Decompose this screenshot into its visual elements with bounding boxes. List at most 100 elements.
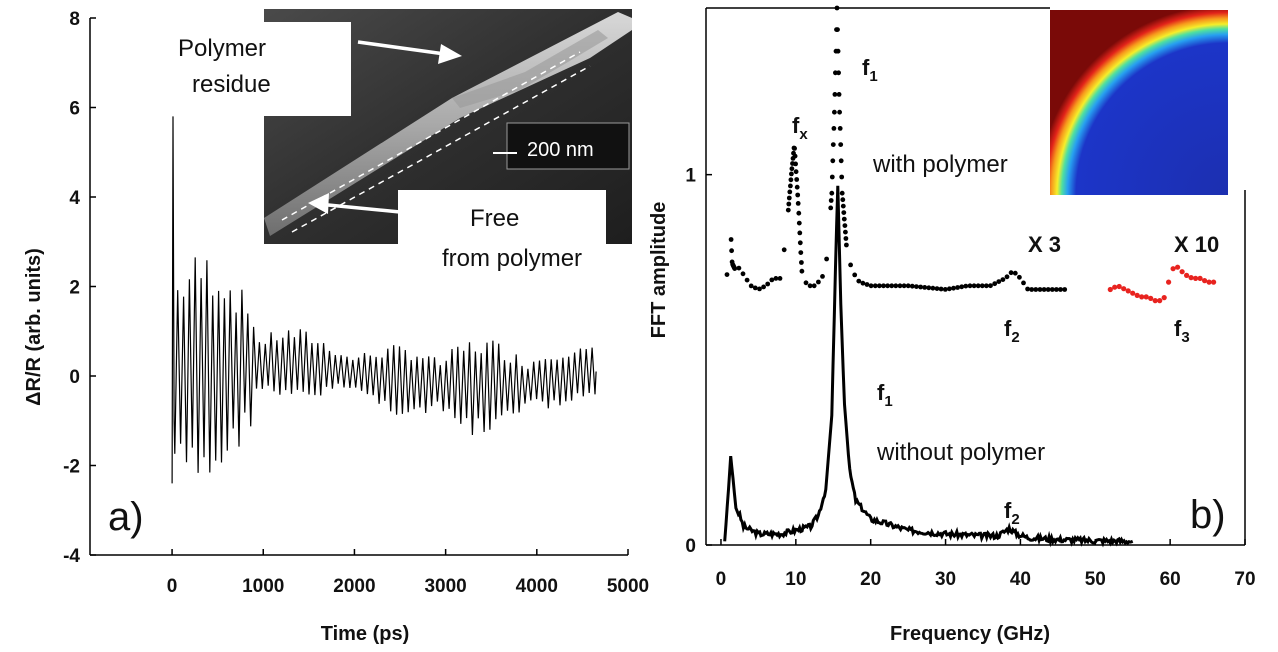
data-point (1037, 287, 1043, 292)
data-point (796, 210, 802, 216)
panel-a-x-tick-label: 3000 (424, 576, 466, 597)
data-point (1202, 278, 1208, 284)
data-point (836, 92, 842, 97)
panel-b-x-tick-label: 30 (935, 569, 956, 590)
panel-b-y-tick-label: 1 (685, 166, 696, 187)
data-point (1112, 284, 1118, 290)
data-point (1049, 287, 1055, 292)
data-point (789, 166, 795, 172)
data-point (1188, 275, 1194, 281)
data-point (744, 277, 750, 283)
data-point (1152, 298, 1158, 304)
data-point (765, 281, 771, 287)
data-point (824, 256, 829, 262)
data-point (992, 281, 998, 287)
panel-a-y-tick-label: 6 (69, 99, 80, 120)
data-point (792, 146, 797, 151)
annotation-without-polymer: without polymer (876, 439, 1045, 466)
data-point (781, 247, 787, 253)
panel-a-x-tick-label: 2000 (333, 576, 375, 597)
panel-b: 01 0 10 20 30 40 50 60 70 FFT amplitude Frequen… (648, 5, 1256, 645)
panel-a-y-tick-label: 4 (69, 188, 80, 209)
data-point (1130, 290, 1136, 296)
wire-outline-dashes (281, 51, 591, 233)
data-point (799, 260, 804, 265)
data-point (934, 286, 940, 291)
data-point (877, 283, 882, 289)
data-point (872, 283, 878, 289)
data-point (792, 153, 798, 159)
panel-b-y-ticks: 01 (685, 166, 712, 557)
panel-a-y-tick-label: -2 (63, 457, 80, 478)
data-point (930, 285, 936, 291)
panel-a-y-tick-label: 2 (69, 278, 80, 299)
scale-bar-box (506, 122, 630, 170)
data-point (1025, 286, 1030, 292)
data-point (777, 276, 783, 281)
data-point (1206, 279, 1212, 285)
data-point (1161, 295, 1167, 301)
data-point (942, 287, 948, 292)
data-point (830, 158, 836, 164)
data-point (807, 283, 813, 289)
panel-a-x-tick-label: 4000 (516, 576, 558, 597)
data-point (830, 142, 836, 148)
data-point (796, 220, 802, 226)
arrow-polymer-residue-shaft (357, 40, 453, 57)
annotation-f2-bottom: f2 (1004, 498, 1020, 528)
data-point (1139, 294, 1145, 300)
data-point (1054, 287, 1059, 292)
panel-b-x-tick-label: 10 (785, 569, 806, 590)
panel-b-x-tick-label: 0 (716, 569, 727, 590)
annotation-with-polymer: with polymer (872, 151, 1008, 178)
data-point (1004, 274, 1010, 280)
data-point (864, 282, 870, 287)
arrow-polymer-residue-head (438, 44, 462, 64)
panel-b-x-tick-label: 70 (1234, 569, 1255, 590)
data-point (795, 201, 801, 206)
data-point (829, 174, 835, 180)
series-with-polymer-dots (724, 5, 1068, 292)
mode-shape-image (1050, 10, 1228, 195)
data-point (799, 268, 805, 274)
data-point (1184, 272, 1190, 278)
data-point (1012, 270, 1018, 276)
panel-b-x-label: Frequency (GHz) (890, 623, 1050, 645)
data-point (797, 230, 803, 236)
data-point (951, 285, 956, 291)
data-point (803, 280, 809, 286)
data-point (860, 280, 866, 286)
panel-a-x-tick-label: 0 (167, 576, 178, 597)
data-point (984, 283, 989, 289)
data-point (757, 286, 762, 292)
annotation-x10: X 10 (1174, 232, 1219, 257)
data-point (840, 203, 846, 209)
data-point (843, 229, 848, 235)
label-polymer: Polymer (178, 35, 266, 62)
data-point (797, 240, 803, 246)
data-point (1008, 270, 1014, 276)
label-box-free-from-polymer (398, 190, 606, 286)
series-without-polymer-line (723, 185, 1134, 548)
panel-a-y-tick-label: 8 (69, 9, 80, 30)
data-point (732, 266, 738, 271)
panel-a-y-label: ΔR/R (arb. units) (23, 248, 45, 406)
data-point (897, 283, 903, 289)
data-point (1062, 287, 1068, 292)
data-point (786, 195, 792, 201)
data-point (1058, 287, 1063, 292)
data-point (1041, 287, 1047, 292)
panel-b-x-ticks: 0 10 20 30 40 50 60 70 (716, 539, 1256, 590)
data-point (820, 274, 825, 279)
data-point (971, 283, 977, 289)
data-point (761, 284, 766, 290)
annotation-f1-top: f1 (862, 55, 878, 85)
data-point (889, 283, 895, 289)
data-point (975, 283, 981, 289)
data-point (959, 284, 965, 290)
data-point (840, 197, 846, 203)
panel-b-x-tick-label: 50 (1085, 569, 1106, 590)
data-point (740, 271, 746, 277)
data-point (838, 142, 844, 148)
data-point (798, 250, 804, 256)
